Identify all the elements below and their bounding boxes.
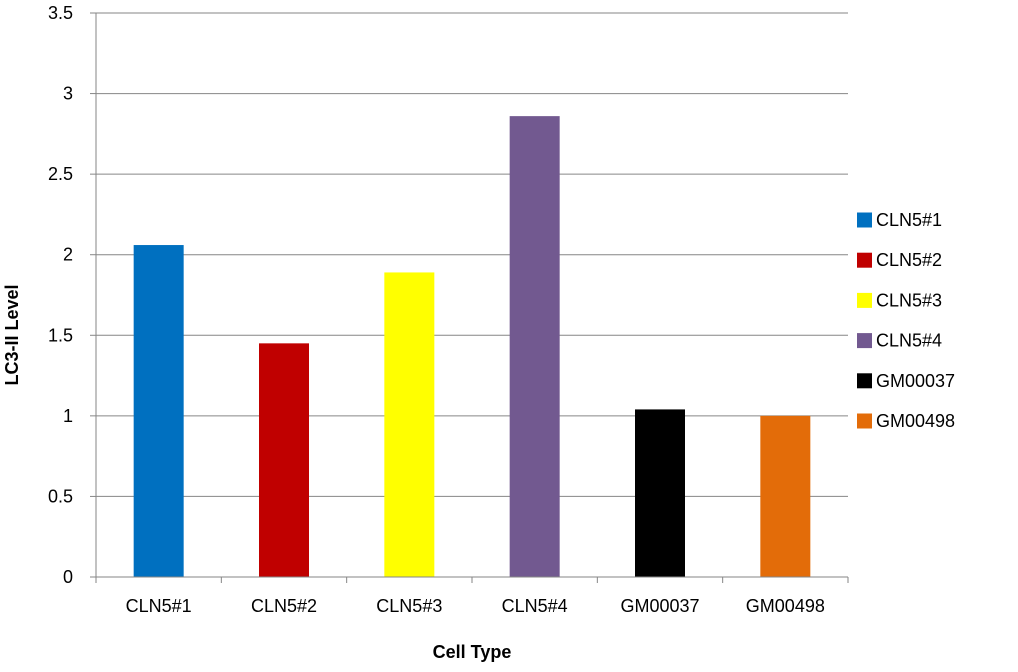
legend-label: GM00037 [876,371,955,391]
legend-swatch [857,212,872,228]
legend: CLN5#1 CLN5#2 CLN5#3 CLN5#4 GM00037 GM00498 [857,210,955,431]
y-axis-title: LC3-II Level [2,284,22,385]
y-tick-label: 1 [63,406,73,426]
y-tick-label: 2 [63,245,73,265]
x-tick-label: CLN5#2 [251,596,317,616]
x-tick-label: CLN5#3 [376,596,442,616]
legend-swatch [857,333,872,349]
x-tick-labels: CLN5#1 CLN5#2 CLN5#3 CLN5#4 GM00037 GM00498 [126,596,825,616]
legend-swatch [857,252,872,268]
x-tick-label: CLN5#4 [502,596,568,616]
legend-label: CLN5#2 [876,250,942,270]
bar-cln5-4 [509,116,560,577]
bar-gm00498 [760,415,811,577]
x-tick-label: GM00498 [746,596,825,616]
legend-label: GM00498 [876,411,955,431]
x-axis-title: Cell Type [433,642,512,662]
legend-swatch [857,413,872,429]
bar-cln5-1 [133,245,184,577]
legend-swatch [857,373,872,389]
x-tick-label: GM00037 [620,596,699,616]
x-tick-label: CLN5#1 [126,596,192,616]
bars [133,116,811,577]
y-tick-label: 3 [63,84,73,104]
grid-lines [90,12,848,578]
bar-cln5-3 [384,272,435,577]
axes [95,13,849,583]
y-tick-label: 0.5 [48,486,73,506]
y-tick-label: 2.5 [48,164,73,184]
bar-gm00037 [635,409,685,577]
legend-label: CLN5#1 [876,210,942,230]
legend-label: CLN5#3 [876,290,942,310]
y-tick-label: 3.5 [48,3,73,23]
y-tick-label: 1.5 [48,325,73,345]
legend-label: CLN5#4 [876,331,942,351]
y-tick-labels: 0 0.5 1 1.5 2 2.5 3 3.5 [48,3,73,587]
y-tick-label: 0 [63,567,73,587]
legend-swatch [857,292,872,308]
bar-cln5-2 [259,343,309,577]
